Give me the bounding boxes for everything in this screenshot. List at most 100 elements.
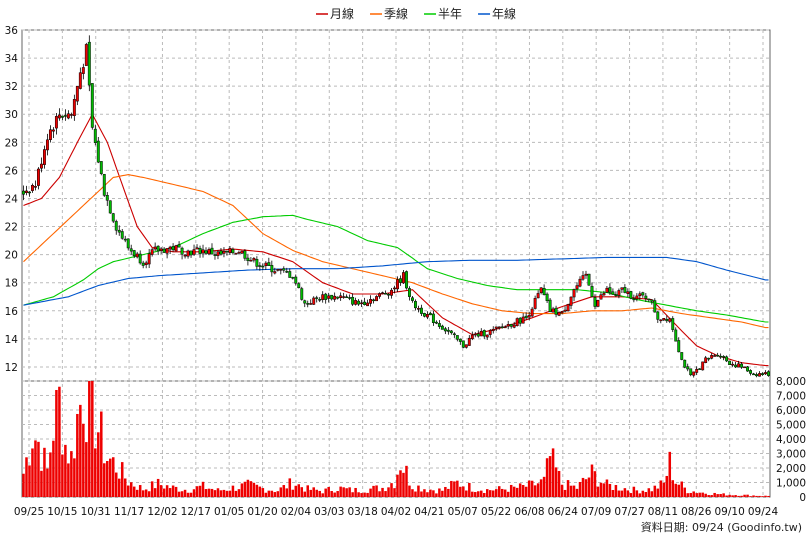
candle-body (303, 300, 307, 304)
volume-bar (141, 490, 145, 497)
volume-bar (734, 495, 737, 497)
candle-body (425, 313, 429, 318)
candle-body (345, 296, 349, 299)
candle-body (84, 44, 88, 66)
candle-body (416, 308, 420, 310)
volume-bar (560, 484, 564, 497)
volume-bar (512, 486, 516, 497)
volume-bar (300, 487, 304, 497)
candle-body (282, 268, 286, 271)
candle-body (608, 287, 612, 293)
candle-body (569, 296, 573, 306)
volume-bar (653, 485, 657, 497)
candle-body (740, 363, 744, 368)
volume-bar (58, 386, 61, 497)
candle-body (315, 297, 319, 299)
volume-bar (650, 491, 654, 497)
volume-bar (728, 494, 731, 497)
price-tick-8: 28 (5, 137, 18, 149)
candle-body (342, 296, 346, 298)
candle-body (138, 253, 142, 264)
x-tick-15: 06/08 (514, 506, 544, 518)
volume-bar (692, 491, 695, 497)
volume-bar (474, 492, 477, 497)
candle-body (306, 303, 310, 305)
candle-body (527, 315, 531, 318)
candle-body (737, 363, 741, 368)
volume-bar (339, 486, 342, 497)
candle-body (132, 250, 136, 257)
volume-bar (252, 482, 256, 497)
candle-body (446, 329, 450, 332)
volume-bar (120, 462, 124, 497)
volume-bar (31, 448, 34, 497)
candle-body (587, 273, 591, 286)
volume-bar (186, 492, 190, 497)
candle-body (393, 287, 396, 290)
volume-bar (420, 491, 423, 497)
volume-bar (46, 468, 49, 497)
candle-body (360, 302, 364, 305)
candle-body (123, 238, 127, 241)
volume-bar (369, 488, 372, 497)
candle-body (575, 285, 579, 290)
candle-body (752, 373, 755, 376)
candle-body (28, 191, 31, 194)
volume-bar (70, 451, 73, 497)
candle-body (596, 300, 600, 307)
volume-tick-5: 5,000 (776, 420, 806, 432)
price-tick-0: 12 (5, 362, 18, 374)
volume-bar (605, 479, 609, 497)
legend: 月線 季線 半年 年線 (316, 6, 516, 21)
price-tick-3: 18 (5, 278, 18, 290)
volume-tick-0: 0 (799, 492, 806, 504)
candle-body (81, 67, 85, 74)
candle-body (198, 247, 202, 255)
x-tick-20: 08/26 (681, 506, 712, 518)
volume-bar (611, 490, 615, 497)
volume-bar (539, 479, 543, 497)
volume-bar (468, 482, 471, 497)
candle-body (563, 309, 567, 312)
volume-bar (195, 486, 199, 497)
volume-bar (171, 485, 175, 497)
candle-body (707, 357, 711, 360)
volume-bar (503, 489, 507, 497)
volume-bar (201, 481, 205, 497)
candle-body (366, 302, 370, 307)
candle-body (210, 247, 214, 255)
volume-bar (656, 488, 660, 497)
volume-bar (527, 480, 531, 497)
volume-bar (366, 492, 369, 497)
volume-bar (704, 493, 707, 497)
candle-body (45, 139, 49, 151)
volume-bar (524, 486, 528, 497)
volume-tick-4: 4,000 (776, 434, 806, 446)
volume-bar (456, 480, 459, 497)
volume-bar (626, 490, 630, 497)
volume-bar (731, 495, 734, 497)
candle-body (581, 275, 585, 280)
candle-body (381, 292, 384, 294)
candle-body (22, 190, 25, 195)
price-tick-2: 16 (5, 306, 19, 318)
candle-body (246, 257, 250, 261)
volume-bar (213, 490, 217, 497)
volume-bar (138, 485, 142, 497)
volume-bar (608, 483, 612, 497)
volume-bar (324, 488, 327, 497)
candle-body (69, 114, 73, 116)
candle-body (422, 313, 426, 317)
volume-bar (402, 472, 405, 497)
candle-body (674, 329, 678, 342)
candle-body (509, 324, 513, 327)
volume-bar (545, 458, 549, 497)
volume-bar (581, 477, 585, 497)
candle-body (117, 229, 121, 233)
x-tick-14: 05/22 (481, 506, 511, 518)
price-tick-11: 34 (5, 53, 19, 65)
volume-bar (264, 492, 268, 497)
candle-body (267, 262, 271, 266)
volume-bar (25, 457, 28, 497)
